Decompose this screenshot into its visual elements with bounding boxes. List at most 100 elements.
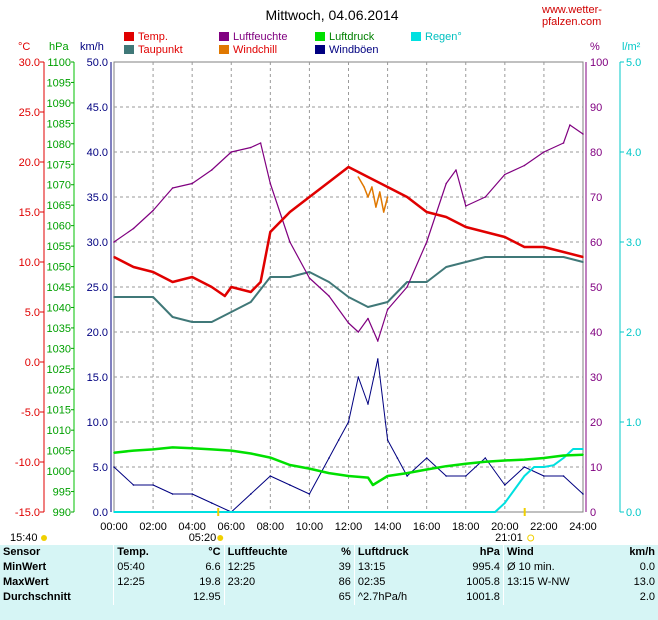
legend: Temp. Luftfeuchte Luftdruck Regen° Taupunkt W… [124,31,462,56]
data-point-dewpoint [250,301,252,303]
data-point-gust [269,475,272,477]
data-point-gust [152,484,154,486]
source-link[interactable]: www.wetter-pfalzen.com [542,4,602,28]
data-point-temp [562,251,565,253]
stats-humidity-value: 86 [338,576,351,588]
temp-tick-label: -10.0 [15,457,40,469]
series-line-temp [113,165,584,298]
x-tick-label: 06:00 [217,521,245,533]
data-point-humidity [289,241,291,243]
pressure-tick-label: 1010 [47,425,71,437]
x-tick-label: 14:00 [374,521,402,533]
data-point-dewpoint [406,281,408,283]
legend-swatch-windchill [219,45,229,54]
data-point-temp [230,286,233,288]
stats-header-temp: Temp. [113,545,173,560]
data-point-humidity [562,142,565,144]
data-point-dewpoint [171,316,174,318]
data-point-dewpoint [308,271,311,273]
pressure-axis-unit: hPa [49,41,69,53]
data-point-gust [445,475,448,477]
data-point-temp [386,186,389,188]
data-point-gust [465,475,467,477]
x-tick-label: 10:00 [296,521,324,533]
series-line-pressure [113,446,584,487]
humidity-tick-label: 0 [590,507,596,519]
data-point-temp [269,231,272,233]
pressure-tick-label: 1015 [47,405,71,417]
data-point-humidity [445,182,448,185]
right-axes: 1009080706050403020100%5.04.03.02.01.00.… [585,41,641,519]
stats-wind-time [502,590,610,605]
pressure-tick-label: 1050 [47,262,71,274]
pressure-tick-label: 1025 [47,364,71,376]
stats-row-min: MinWert 05:40 6.6 12:25 39 13:15 995.4 Ø… [0,560,658,575]
humidity-tick-label: 80 [590,147,602,159]
data-point-humidity [465,205,467,207]
humidity-tick-label: 90 [590,102,602,114]
x-tick-label: 12:00 [335,521,363,533]
data-point-windchill [379,191,381,193]
temp-tick-label: -15.0 [15,507,40,519]
data-point-humidity [367,317,369,320]
data-point-temp [367,176,369,178]
data-point-pressure [250,452,252,455]
data-point-temp [328,181,330,183]
legend-swatch-temp [124,32,134,41]
legend-swatch-dewpoint [124,45,134,54]
stats-temp-time: 05:40 [113,560,173,575]
data-point-pressure [523,458,526,461]
temp-tick-label: 20.0 [19,157,40,169]
pressure-tick-label: 1030 [47,343,71,355]
data-point-temp [445,216,448,218]
pressure-tick-label: 1020 [47,384,71,396]
data-point-windchill [363,186,365,188]
data-point-gust [523,466,526,468]
data-point-gust [582,493,584,495]
data-point-dewpoint [425,281,428,283]
rain-tick-label: 2.0 [626,327,641,339]
data-point-windchill [382,211,385,213]
stats-temp-time [113,590,173,605]
sunrise-icon [217,535,224,541]
data-point-rain [552,464,555,467]
stats-temp-value: 12.95 [193,591,221,603]
data-point-gust [543,475,545,477]
stats-pressure-value: 1005.8 [466,576,500,588]
pressure-tick-label: 1100 [47,57,71,69]
data-point-gust [337,439,340,441]
wind-tick-label: 0.0 [93,507,108,519]
data-point-humidity [357,331,360,333]
wind-tick-label: 50.0 [87,57,108,69]
wind-tick-label: 25.0 [87,282,108,294]
data-point-temp [543,246,545,248]
data-point-humidity [328,295,330,297]
data-point-humidity [250,146,252,149]
stats-header-row: Sensor Temp. °C Luftfeuchte % Luftdruck … [0,545,658,560]
wind-tick-label: 35.0 [87,192,108,204]
data-point-windchill [357,176,360,178]
data-point-pressure [445,465,448,468]
data-point-gust [328,457,330,459]
rain-tick-label: 4.0 [626,147,641,159]
x-tick-label: 08:00 [257,521,285,533]
data-point-temp [152,271,154,273]
data-point-rain [562,457,565,459]
data-point-dewpoint [230,311,233,313]
stats-temp-time: 12:25 [113,575,173,590]
data-point-gust [377,358,379,360]
stats-pressure-time: 13:15 [353,560,442,575]
data-point-humidity [425,241,428,243]
stats-label: MaxWert [3,576,49,588]
data-point-dewpoint [328,281,330,283]
stats-label: Durchschnitt [3,591,71,603]
data-point-pressure [289,464,291,466]
humidity-tick-label: 40 [590,327,602,339]
data-point-dewpoint [191,321,193,323]
data-point-rain [572,448,574,450]
pressure-tick-label: 995 [53,487,71,499]
data-point-gust [132,484,135,486]
x-tick-label: 04:00 [178,521,206,533]
legend-swatch-pressure [315,32,325,41]
data-point-humidity [569,124,571,126]
